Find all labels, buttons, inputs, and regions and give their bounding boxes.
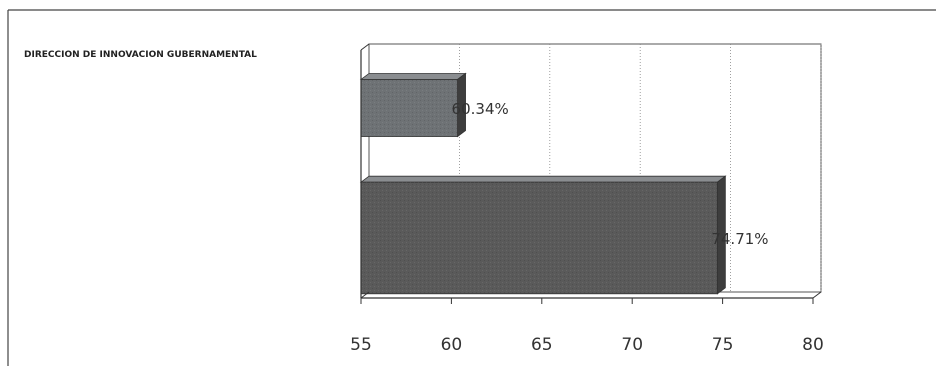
y-axis-depth	[360, 43, 370, 51]
bar-top-face	[359, 175, 727, 183]
category-labels: DIRECCION DE INNOVACION GUBERNAMENTAL	[24, 50, 257, 60]
figure-border	[7, 9, 936, 366]
bar-texture	[361, 182, 718, 294]
data-label: 74.71%	[711, 230, 768, 248]
x-tick-label: 80	[802, 335, 824, 355]
x-tick-label: 65	[531, 335, 553, 355]
x-axis-depth	[360, 291, 370, 299]
x-axis-depth-right	[812, 291, 822, 299]
axes	[360, 43, 822, 299]
x-tick-label: 75	[712, 335, 734, 355]
x-axis-ticks: 55 60 65 70 75 80	[350, 298, 824, 355]
data-labels: 60.34% 74.71%	[452, 100, 769, 248]
bars	[359, 72, 727, 295]
bar-2	[359, 175, 727, 295]
category-label: DIRECCION DE INNOVACION GUBERNAMENTAL	[24, 50, 257, 60]
bar-1	[359, 72, 467, 138]
x-tick-label: 55	[350, 335, 372, 355]
bar-texture	[361, 79, 458, 137]
bar-top-face	[359, 73, 467, 80]
grid-lines	[458, 44, 822, 292]
data-label: 60.34%	[452, 100, 509, 118]
x-tick-label: 60	[441, 335, 463, 355]
x-tick-label: 70	[621, 335, 643, 355]
